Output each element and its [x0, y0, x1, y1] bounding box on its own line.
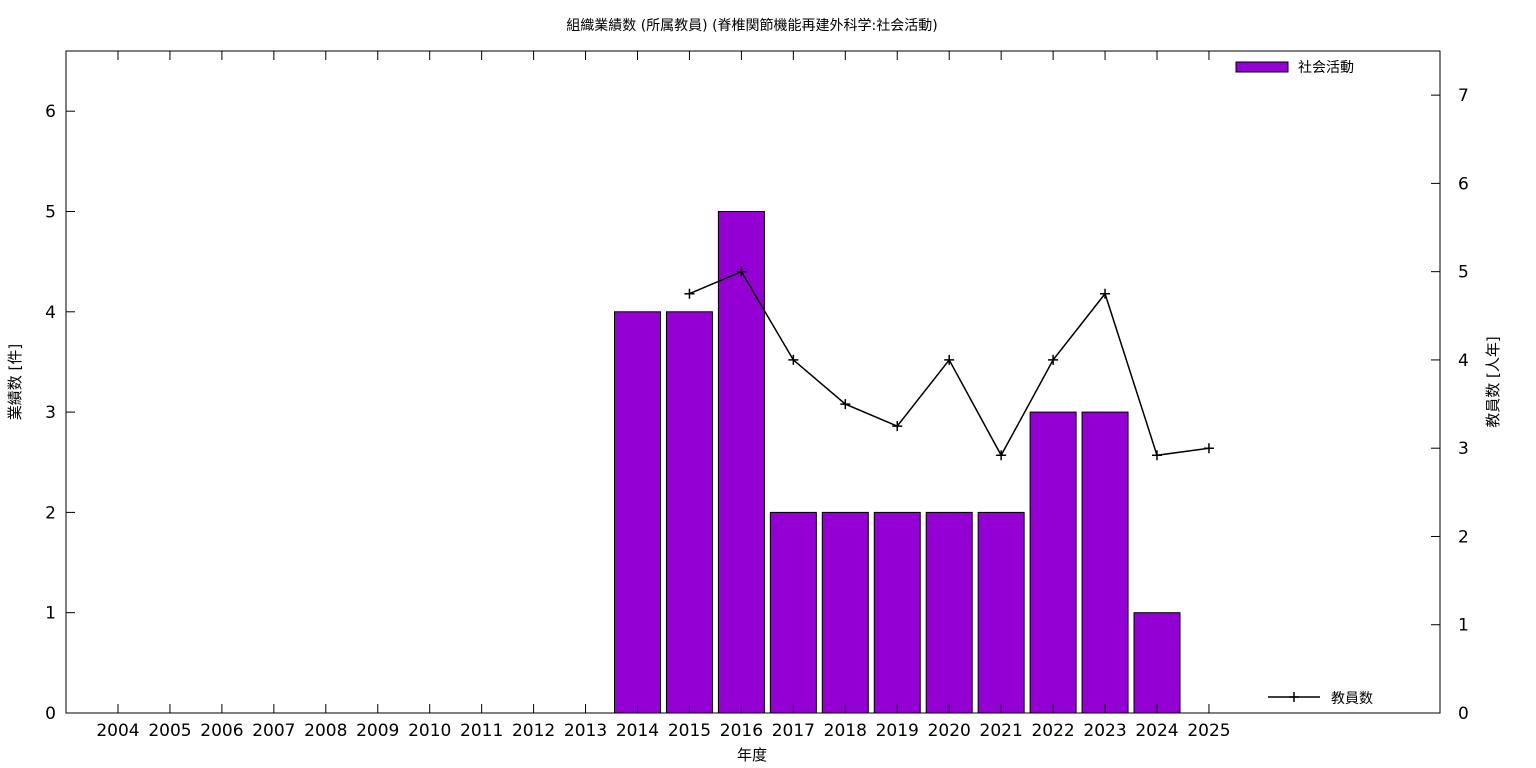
x-tick-label: 2022 — [1031, 721, 1074, 741]
x-tick-label: 2010 — [408, 721, 451, 741]
x-tick-label: 2025 — [1187, 721, 1230, 741]
x-tick-label: 2020 — [928, 721, 971, 741]
x-tick-label: 2006 — [200, 721, 243, 741]
y-right-tick-label: 4 — [1458, 351, 1469, 371]
legend-line-label: 教員数 — [1331, 691, 1373, 707]
line-point-2018 — [840, 399, 851, 410]
line-point-2016 — [736, 266, 747, 277]
y-left-tick-label: 6 — [45, 102, 56, 122]
line-point-2021 — [996, 450, 1007, 461]
x-tick-label: 2009 — [356, 721, 399, 741]
line-series — [684, 266, 1214, 461]
x-tick-label: 2008 — [304, 721, 347, 741]
x-tick-label: 2007 — [252, 721, 295, 741]
bar-2024 — [1133, 612, 1181, 714]
x-tick-label: 2013 — [564, 721, 607, 741]
bar-2019 — [873, 511, 921, 714]
x-axis-label: 年度 — [737, 746, 767, 764]
x-tick-label: 2018 — [824, 721, 867, 741]
x-tick-label: 2014 — [616, 721, 659, 741]
x-tick-label: 2015 — [668, 721, 711, 741]
bar-2014 — [614, 311, 661, 714]
line-point-2015 — [684, 288, 695, 299]
line-point-2025 — [1203, 443, 1214, 454]
x-tick-label: 2012 — [512, 721, 555, 741]
legend-line: 教員数 — [1268, 691, 1373, 707]
y-right-tick-label: 0 — [1458, 704, 1469, 724]
y-left-tick-label: 5 — [45, 202, 56, 222]
x-tick-label: 2023 — [1083, 721, 1126, 741]
y-right-tick-label: 2 — [1458, 527, 1469, 547]
bar-series — [614, 210, 1181, 714]
plot-frame — [65, 50, 1441, 714]
y-right-tick-label: 7 — [1458, 86, 1469, 106]
y-left-tick-label: 3 — [45, 403, 56, 423]
y-right-tick-label: 5 — [1458, 263, 1469, 283]
y-axis-right-ticks: 0 1 2 3 4 5 6 7 — [1431, 86, 1469, 724]
x-tick-label: 2004 — [96, 721, 139, 741]
x-tick-label: 2021 — [980, 721, 1023, 741]
line-point-2022 — [1048, 354, 1059, 365]
x-tick-label: 2017 — [772, 721, 815, 741]
y-right-tick-label: 6 — [1458, 174, 1469, 194]
bar-2021 — [977, 511, 1025, 714]
y-left-tick-label: 1 — [45, 604, 56, 624]
y-axis-left-label: 業績数 [件] — [6, 344, 24, 420]
y-right-tick-label: 3 — [1458, 439, 1469, 459]
bar-2020 — [925, 511, 973, 714]
line-point-2017 — [788, 354, 799, 365]
x-tick-label: 2011 — [460, 721, 503, 741]
legend-bar: 社会活動 — [1235, 60, 1354, 76]
x-tick-label: 2019 — [876, 721, 919, 741]
legend-bar-swatch — [1235, 61, 1289, 73]
chart-title: 組織業績数 (所属教員) (脊椎関節機能再建外科学:社会活動) — [566, 17, 937, 34]
bar-2017 — [769, 511, 817, 714]
bar-2015 — [665, 311, 713, 714]
y-left-tick-label: 0 — [45, 704, 56, 724]
bar-2023 — [1081, 411, 1129, 714]
bar-2018 — [821, 511, 869, 714]
y-axis-right-label: 教員数 [人年] — [1484, 336, 1502, 427]
x-tick-label: 2005 — [148, 721, 191, 741]
bar-2016 — [717, 210, 765, 714]
line-point-2020 — [944, 354, 955, 365]
y-left-tick-label: 4 — [45, 303, 56, 323]
bar-2022 — [1029, 411, 1077, 714]
legend-line-marker — [1289, 692, 1299, 702]
x-tick-label: 2016 — [720, 721, 763, 741]
line-point-2023 — [1100, 288, 1111, 299]
y-left-tick-label: 2 — [45, 503, 56, 523]
x-tick-label: 2024 — [1135, 721, 1178, 741]
y-axis-left-ticks: 0 1 2 3 4 5 6 — [45, 102, 75, 724]
x-axis-ticks: 2004 2005 2006 2007 2008 2009 2010 2011 2012 2013… — [96, 51, 1231, 741]
y-right-tick-label: 1 — [1458, 616, 1469, 636]
line-point-2024 — [1152, 450, 1162, 461]
line-point-2019 — [892, 421, 903, 432]
legend-bar-label: 社会活動 — [1298, 60, 1354, 76]
